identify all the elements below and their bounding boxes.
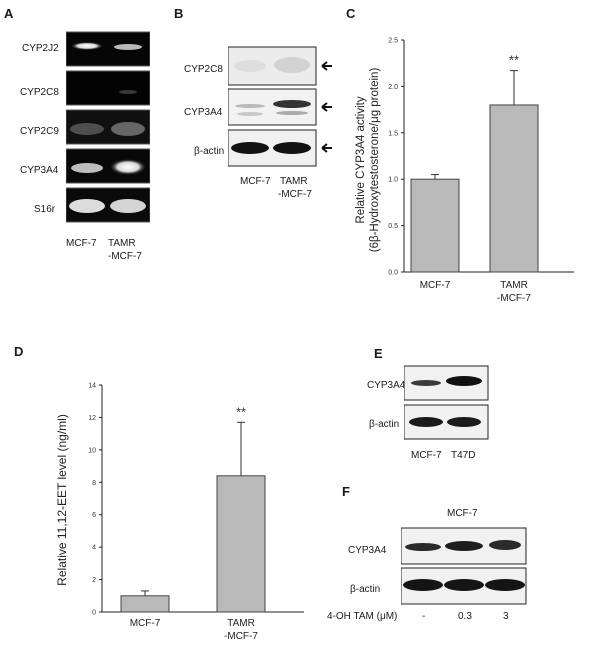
panel-d-x-category-label: -MCF-7: [224, 631, 258, 642]
panel-d-significance-marker: **: [236, 404, 246, 419]
panel-f-dose-label: 0.3: [458, 611, 472, 622]
panel-a-row-label: CYP2J2: [22, 43, 59, 54]
panel-d-y-axis-label: Relative 11,12-EET level (ng/ml): [55, 414, 69, 586]
panel-d-y-tick-label: 10: [88, 447, 96, 454]
panel-d-bar: [120, 595, 170, 613]
panel-e-lane-label: MCF-7: [411, 450, 442, 461]
panel-d-y-tick-label: 8: [92, 480, 96, 487]
panel-c-bar: [410, 178, 460, 273]
panel-b-lane-label: TAMR: [280, 176, 308, 187]
panel-c-y-tick-label: 0.5: [388, 223, 398, 230]
panel-a-lane-label: TAMR: [108, 238, 136, 249]
panel-a-row-label: CYP2C8: [20, 87, 59, 98]
panel-f-dose-label: 3: [503, 611, 509, 622]
panel-c-y-axis-label: (6β-Hydroxytestosterone/μg protein): [369, 68, 381, 253]
panel-a-row-label: CYP3A4: [20, 165, 59, 176]
panel-f-dose-label: -: [422, 611, 426, 622]
panel-e-row-label: β-actin: [369, 419, 400, 430]
panel-c-y-tick-label: 2.5: [388, 38, 398, 45]
panel-c-x-category-label: MCF-7: [420, 280, 451, 291]
panel-b-lane-label: -MCF-7: [278, 189, 312, 200]
panel-e-blot-images: [404, 365, 489, 440]
panel-a-row-label: S16r: [34, 204, 56, 215]
panel-e-row-label: CYP3A4: [367, 380, 406, 391]
panel-c-bar: [489, 104, 539, 273]
panel-c-y-tick-label: 1.5: [388, 130, 398, 137]
panel-c-significance-marker: **: [509, 53, 519, 68]
panel-c-x-category-label: TAMR: [500, 280, 528, 291]
panel-a-letter: A: [4, 6, 14, 21]
panel-d-y-tick-label: 14: [88, 383, 96, 390]
panel-f-row-label: CYP3A4: [348, 545, 387, 556]
panel-e-letter: E: [374, 346, 383, 361]
panel-c-y-tick-label: 2.0: [388, 84, 398, 91]
panel-a-lane-label: MCF-7: [66, 238, 97, 249]
panel-d-bar: [216, 475, 266, 613]
panel-c-letter: C: [346, 6, 356, 21]
panel-d-y-tick-label: 12: [88, 415, 96, 422]
panel-b-letter: B: [174, 6, 184, 21]
panel-f-treatment-label: 4-OH TAM (μM): [327, 611, 398, 622]
panel-c-chart: 0.0 0.5 1.0 1.5 2.0 2.5 MCF-7 TAMR -MCF-7 ** Relat…: [355, 38, 574, 304]
panel-d-y-tick-label: 4: [92, 545, 96, 552]
panel-d-letter: D: [14, 344, 24, 359]
panel-b-row-label: CYP2C8: [184, 64, 223, 75]
panel-c-y-axis-label: Relative CYP3A4 activity: [355, 96, 367, 223]
panel-d-y-tick-label: 6: [92, 512, 96, 519]
panel-c-x-category-label: -MCF-7: [497, 293, 531, 304]
panel-b-row-label: β-actin: [194, 146, 225, 157]
panel-a-gel-images: [66, 31, 150, 223]
panel-f-blot-images: [401, 527, 527, 605]
panel-b-row-label: CYP3A4: [184, 107, 223, 118]
panel-d-y-tick-label: 2: [92, 577, 96, 584]
panel-e-lane-label: T47D: [451, 450, 476, 461]
panel-b-blot-images: [228, 46, 332, 167]
panel-a-lane-label: -MCF-7: [108, 251, 142, 262]
panel-f-row-label: β-actin: [350, 584, 381, 595]
panel-a-row-label: CYP2C9: [20, 126, 59, 137]
panel-d-x-category-label: MCF-7: [130, 618, 161, 629]
panel-f-letter: F: [342, 484, 350, 499]
panel-d-x-category-label: TAMR: [227, 618, 255, 629]
panel-c-y-tick-label: 0.0: [388, 270, 398, 277]
panel-c-y-tick-label: 1.0: [388, 177, 398, 184]
panel-d-chart: 0 2 4 6 8 10 12 14 MCF-7 TAMR -MCF-7 ** Relative 11,…: [55, 383, 304, 642]
panel-d-y-tick-label: 0: [92, 610, 96, 617]
panel-f-title: MCF-7: [447, 508, 478, 519]
panel-b-lane-label: MCF-7: [240, 176, 271, 187]
